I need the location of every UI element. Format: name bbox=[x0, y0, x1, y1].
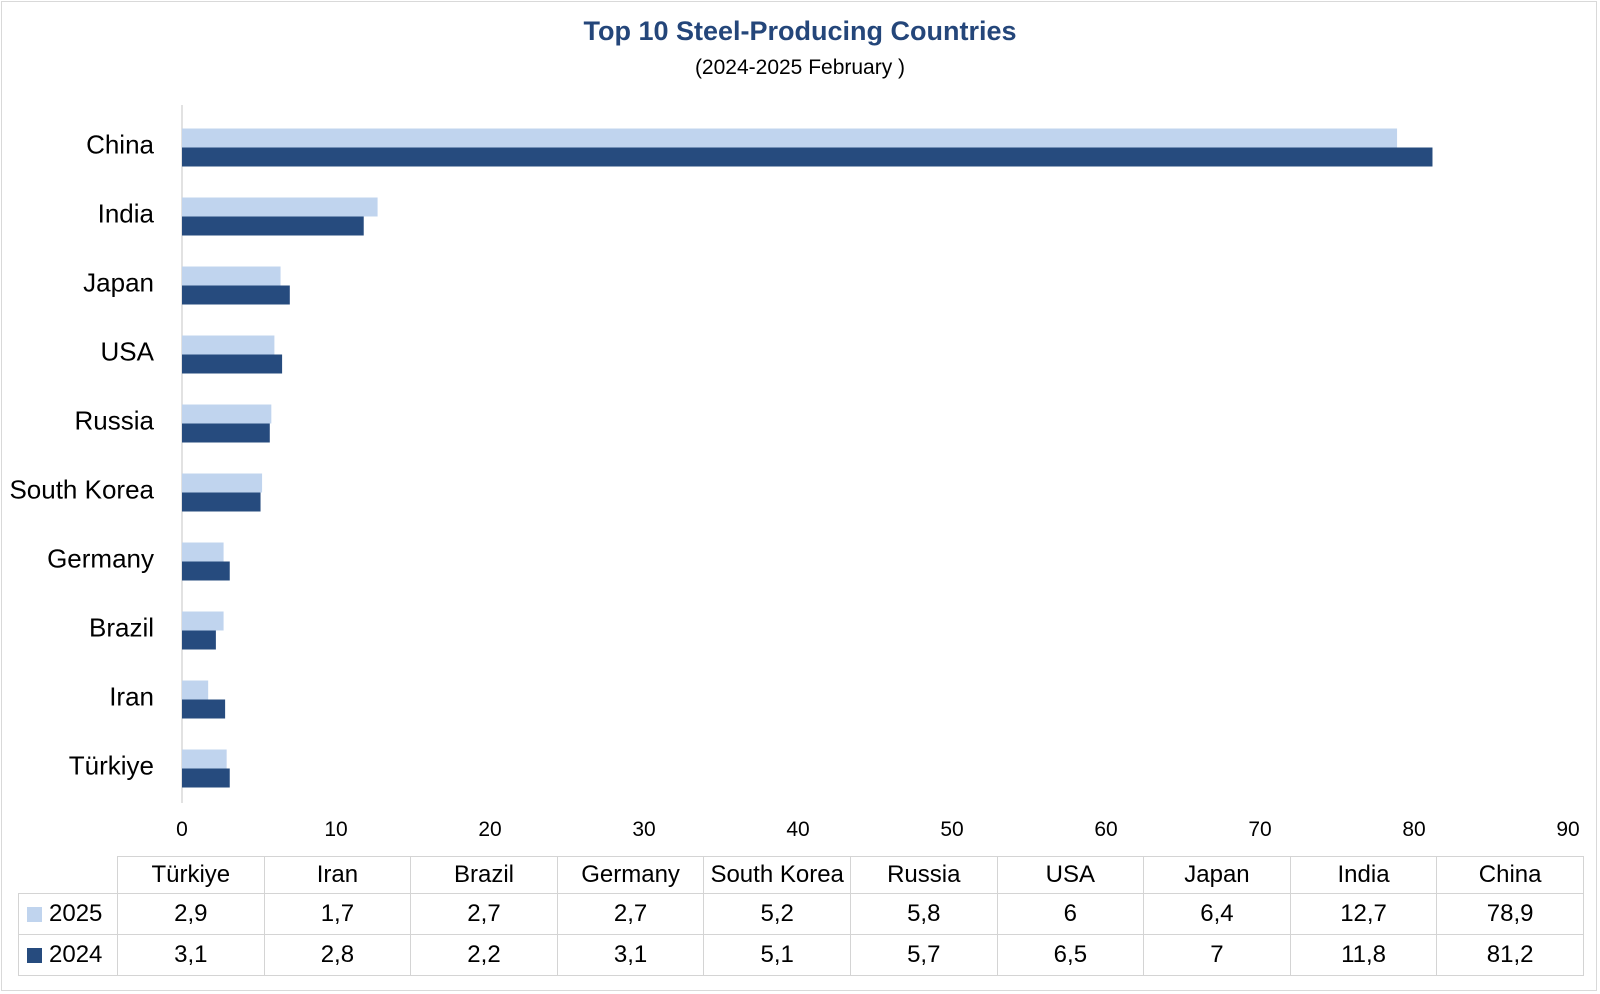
bar-2025-iran bbox=[182, 680, 209, 700]
table-value-cell: 5,7 bbox=[849, 934, 998, 976]
table-value-cell: 78,9 bbox=[1436, 893, 1584, 935]
table-header-cell: Türkiye bbox=[117, 856, 265, 894]
table-header-cell: South Korea bbox=[703, 856, 851, 894]
chart-title: Top 10 Steel-Producing Countries bbox=[583, 16, 1017, 46]
bar-2024-japan bbox=[182, 285, 290, 305]
bar-2025-germany bbox=[182, 542, 224, 562]
legend-swatch bbox=[27, 907, 42, 922]
y-tick-label: Brazil bbox=[89, 612, 154, 642]
x-tick-label: 10 bbox=[324, 818, 347, 841]
table-value-cell: 2,2 bbox=[410, 934, 558, 976]
table-header-cell: China bbox=[1436, 856, 1584, 894]
y-tick-label: China bbox=[86, 129, 154, 159]
table-header-cell: Russia bbox=[849, 856, 998, 894]
table-value-cell: 7 bbox=[1143, 934, 1291, 976]
bar-2024-usa bbox=[182, 354, 283, 374]
bar-2025-china bbox=[182, 128, 1398, 148]
table-value-cell: 5,1 bbox=[703, 934, 851, 976]
bar-2024-india bbox=[182, 216, 364, 236]
bar-2025-türkiye bbox=[182, 749, 227, 769]
table-value-cell: 2,7 bbox=[556, 893, 705, 935]
table-header-cell: USA bbox=[996, 856, 1145, 894]
legend-swatch bbox=[27, 948, 42, 963]
table-value-cell: 6 bbox=[996, 893, 1145, 935]
table-value-cell: 2,9 bbox=[117, 893, 265, 935]
table-value-cell: 6,4 bbox=[1143, 893, 1291, 935]
legend-label: 2024 bbox=[49, 941, 103, 968]
table-header-cell: Brazil bbox=[410, 856, 558, 894]
y-tick-label: Türkiye bbox=[69, 750, 154, 780]
table-row: 2024 3,1 2,8 2,2 3,1 5,1 5,7 6,5 7 11,8 81,2 bbox=[18, 934, 1584, 976]
bar-2024-türkiye bbox=[182, 768, 230, 788]
bar-2024-russia bbox=[182, 423, 270, 443]
table-value-cell: 11,8 bbox=[1289, 934, 1438, 976]
bar-2025-russia bbox=[182, 404, 272, 424]
table-value-cell: 3,1 bbox=[117, 934, 265, 976]
table-value-cell: 3,1 bbox=[556, 934, 705, 976]
bar-2025-usa bbox=[182, 335, 275, 355]
bar-2025-brazil bbox=[182, 611, 224, 631]
legend-entry: 2024 bbox=[18, 934, 118, 976]
bar-2024-germany bbox=[182, 561, 230, 581]
table-value-cell: 2,8 bbox=[263, 934, 412, 976]
table-value-cell: 2,7 bbox=[410, 893, 558, 935]
bar-2024-iran bbox=[182, 699, 226, 719]
table-value-cell: 81,2 bbox=[1436, 934, 1584, 976]
x-tick-label: 50 bbox=[940, 818, 963, 841]
table-header-cell: Germany bbox=[556, 856, 705, 894]
table-header-cell: Japan bbox=[1143, 856, 1291, 894]
table-value-cell: 1,7 bbox=[263, 893, 412, 935]
legend-entry: 2025 bbox=[18, 893, 118, 935]
x-tick-label: 90 bbox=[1556, 818, 1579, 841]
y-tick-label: Russia bbox=[75, 405, 155, 435]
table-value-cell: 12,7 bbox=[1289, 893, 1438, 935]
table-header-cell: Iran bbox=[263, 856, 412, 894]
x-tick-label: 30 bbox=[632, 818, 655, 841]
y-tick-label: South Korea bbox=[9, 474, 154, 504]
y-tick-label: India bbox=[98, 198, 155, 228]
bar-2025-india bbox=[182, 197, 378, 217]
x-tick-label: 40 bbox=[786, 818, 809, 841]
chart-subtitle: (2024-2025 February ) bbox=[694, 56, 906, 79]
table-header-cell: India bbox=[1289, 856, 1438, 894]
x-tick-label: 0 bbox=[176, 818, 188, 841]
bar-2024-south-korea bbox=[182, 492, 261, 512]
bar-2025-south-korea bbox=[182, 473, 263, 493]
bar-2025-japan bbox=[182, 266, 281, 286]
legend-label: 2025 bbox=[49, 900, 103, 927]
x-tick-label: 80 bbox=[1402, 818, 1425, 841]
x-tick-label: 60 bbox=[1094, 818, 1117, 841]
y-tick-label: Germany bbox=[47, 543, 154, 573]
y-tick-label: Iran bbox=[109, 681, 154, 711]
x-tick-label: 70 bbox=[1248, 818, 1271, 841]
bar-2024-brazil bbox=[182, 630, 216, 650]
table-row: 2025 2,9 1,7 2,7 2,7 5,2 5,8 6 6,4 12,7 78,9 bbox=[18, 893, 1584, 935]
table-value-cell: 6,5 bbox=[996, 934, 1145, 976]
bar-2024-china bbox=[182, 147, 1433, 167]
table-value-cell: 5,2 bbox=[703, 893, 851, 935]
table-corner bbox=[18, 856, 118, 894]
y-tick-label: USA bbox=[101, 336, 155, 366]
table-value-cell: 5,8 bbox=[849, 893, 998, 935]
data-table: Türkiye Iran Brazil Germany South Korea Russi… bbox=[18, 856, 1584, 976]
x-tick-label: 20 bbox=[478, 818, 501, 841]
y-tick-label: Japan bbox=[83, 267, 154, 297]
